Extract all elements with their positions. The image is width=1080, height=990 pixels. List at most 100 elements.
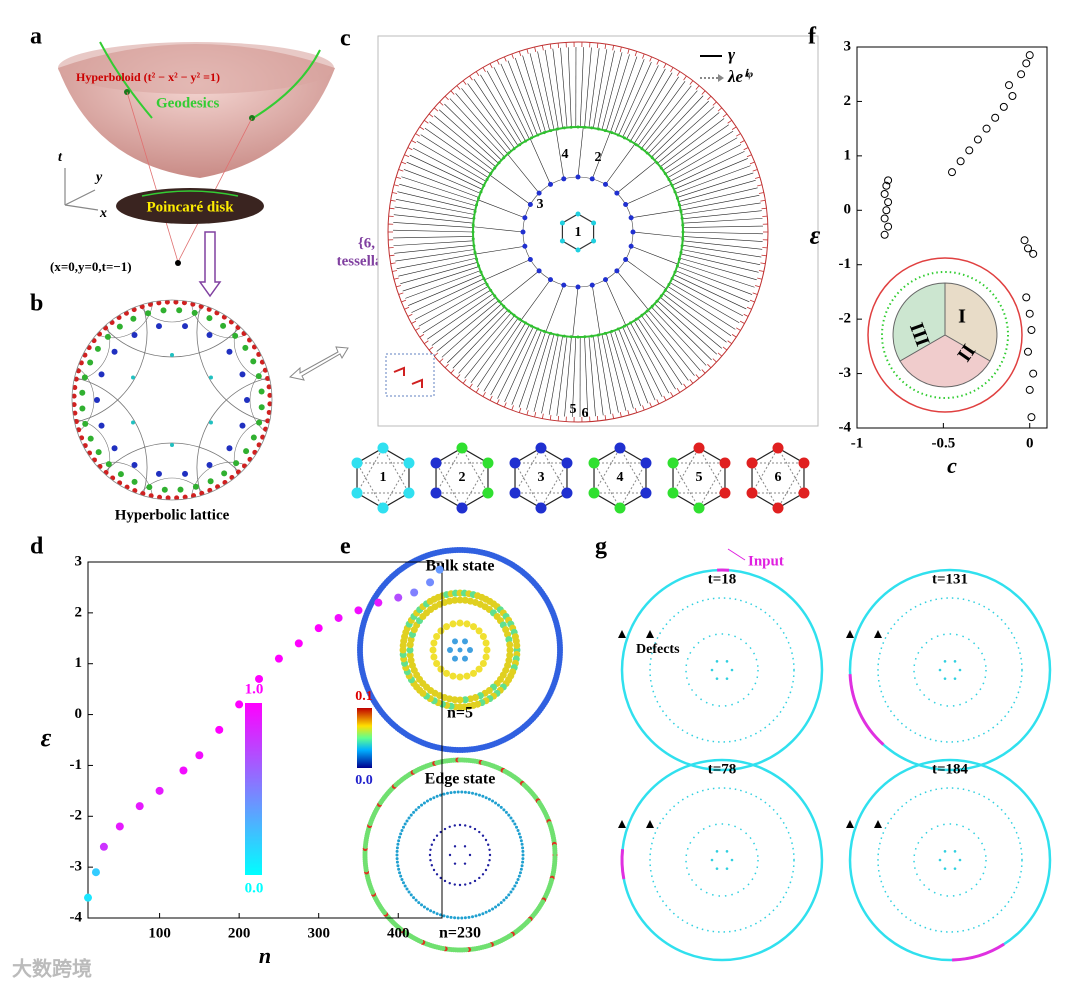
plot-frame	[87, 561, 443, 919]
spoke	[403, 169, 479, 198]
site	[549, 331, 553, 335]
site	[588, 487, 600, 499]
site	[207, 478, 214, 485]
site	[94, 345, 101, 352]
spoke	[591, 131, 611, 179]
site	[517, 832, 521, 836]
site	[111, 445, 118, 452]
site	[482, 639, 490, 647]
spoke	[444, 363, 449, 369]
disk-boundary	[71, 299, 273, 501]
site	[530, 324, 534, 328]
x-tick-label: 400	[387, 925, 410, 941]
site	[623, 202, 629, 207]
site	[486, 864, 490, 867]
site	[640, 147, 644, 151]
site	[614, 268, 620, 274]
point	[91, 868, 100, 877]
site	[496, 903, 500, 907]
ring	[848, 758, 1052, 962]
site	[76, 427, 82, 433]
spoke	[642, 53, 645, 59]
spoke	[634, 320, 676, 390]
site	[504, 810, 508, 814]
site	[477, 264, 481, 268]
site	[575, 211, 581, 217]
input-label: Input	[748, 553, 784, 569]
site	[679, 250, 683, 254]
spoke	[627, 410, 630, 416]
point	[374, 598, 383, 607]
spoke	[469, 383, 473, 389]
spoke	[475, 245, 525, 255]
spoke	[418, 286, 489, 327]
site	[396, 842, 400, 846]
site	[958, 668, 962, 672]
spoke	[648, 95, 704, 155]
y-tick-label: -1	[839, 256, 852, 272]
spoke	[477, 320, 522, 388]
spoke	[618, 328, 649, 404]
point	[1027, 413, 1036, 422]
site	[536, 133, 540, 137]
wavepacket	[952, 942, 1005, 962]
site	[406, 651, 414, 659]
site	[399, 874, 403, 878]
projection-line	[126, 91, 179, 263]
site	[464, 824, 467, 827]
ring	[649, 597, 795, 743]
site	[520, 842, 524, 846]
site	[244, 397, 250, 403]
site	[467, 791, 471, 795]
inset-ring	[881, 271, 1009, 399]
spoke	[758, 192, 764, 194]
spoke	[394, 244, 474, 254]
spoke	[681, 202, 761, 215]
spoke	[557, 415, 560, 422]
site	[938, 668, 942, 672]
spoke	[631, 245, 679, 265]
site	[433, 660, 441, 667]
site	[232, 332, 239, 339]
spoke	[673, 274, 747, 310]
site	[489, 288, 493, 292]
site	[575, 284, 581, 290]
site	[943, 660, 947, 663]
spoke	[560, 47, 568, 128]
spoke	[651, 100, 709, 158]
site	[377, 442, 389, 454]
site	[453, 916, 457, 920]
spoke	[625, 183, 672, 205]
site	[351, 457, 363, 469]
site	[452, 638, 458, 645]
axis-label: t	[58, 150, 63, 165]
site	[412, 896, 416, 900]
hopping	[698, 462, 726, 509]
spoke	[486, 70, 526, 142]
spoke	[477, 199, 525, 219]
spoke	[419, 126, 425, 130]
site	[206, 332, 213, 339]
spoke	[489, 63, 493, 69]
watermark: 大数跨境	[12, 957, 92, 981]
spoke	[500, 63, 534, 138]
legend-arrow	[718, 74, 724, 82]
site	[943, 867, 947, 870]
defect	[846, 630, 854, 638]
site	[517, 874, 521, 878]
hyperboloid-label: Hyperboloid (t² − x² − y² =1)	[76, 70, 220, 84]
site	[466, 695, 474, 703]
point	[274, 654, 283, 663]
spoke	[712, 358, 717, 363]
site	[170, 443, 174, 447]
site	[437, 665, 445, 673]
geodesic	[72, 300, 111, 382]
site	[484, 868, 488, 872]
spoke	[542, 45, 544, 51]
point	[1029, 249, 1038, 258]
site	[177, 486, 184, 493]
site	[521, 860, 525, 864]
site	[583, 335, 587, 339]
site	[693, 502, 705, 514]
spoke	[682, 231, 763, 235]
